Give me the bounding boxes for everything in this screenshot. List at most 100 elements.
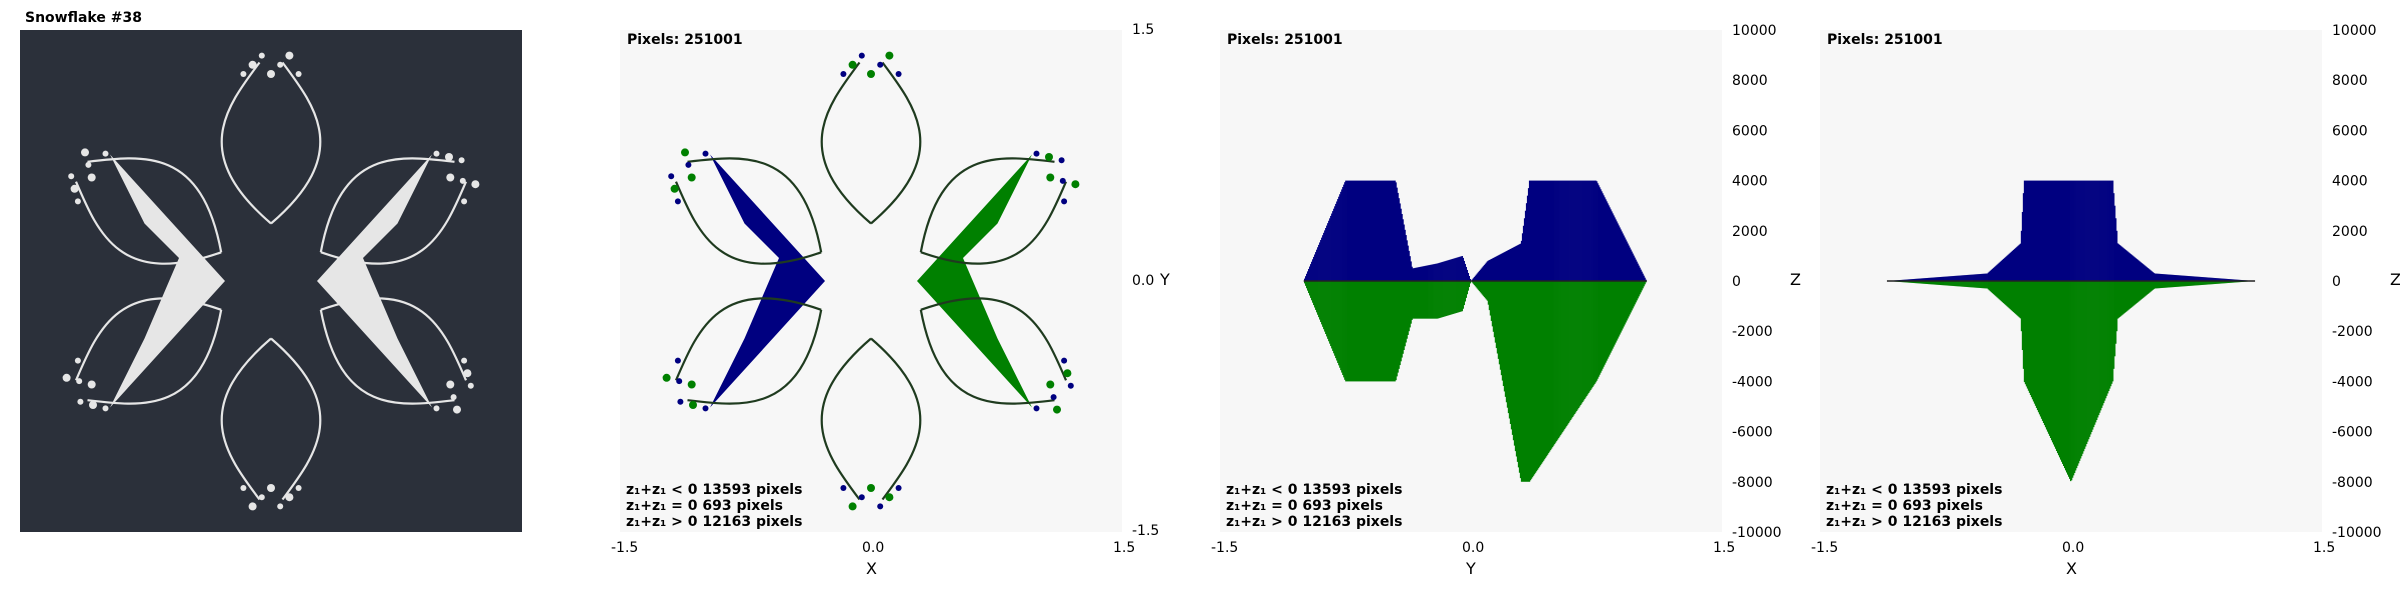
flake-tip-dot [277, 61, 284, 68]
flake-tip-dot [295, 71, 302, 77]
flake-tip-dot [668, 173, 675, 180]
ytick-label: -10000 [1732, 525, 1782, 541]
yz-xlabel: Y [1465, 559, 1476, 578]
flake-tip-dot [77, 398, 84, 405]
flake-tip-dot [1067, 382, 1074, 389]
flake-arm-3 [674, 157, 823, 265]
flake-tip-dot [1033, 150, 1040, 157]
ytick-label: 8000 [2332, 73, 2368, 89]
flake-tip-dot [702, 405, 709, 412]
flake-tip-dot [867, 484, 875, 492]
flake-arm-5 [319, 157, 468, 265]
flake-tip-dot [1063, 369, 1072, 378]
ytick-label: -6000 [2332, 425, 2373, 441]
ytick-label: 4000 [1732, 174, 1768, 190]
flake-tip-dot [76, 378, 83, 385]
xy-legend-zero: z₁+z₁ = 0 693 pixels [626, 498, 783, 514]
xz-xtick-left: -1.5 [1811, 540, 1838, 556]
flake-tip-dot [463, 369, 472, 378]
yz-pixels-label: Pixels: 251001 [1227, 32, 1343, 48]
ytick-label: -4000 [2332, 374, 2373, 390]
flake-tip-dot [453, 405, 461, 414]
flake-tip-dot [689, 401, 697, 409]
flake-tip-dot [258, 52, 265, 59]
flake-tip-dot [840, 485, 847, 491]
flake-tip-dot [467, 382, 474, 389]
flake-tip-dot [248, 60, 257, 69]
flake-arm-1 [820, 337, 922, 501]
xz-legend-neg: z₁+z₁ < 0 13593 pixels [1826, 482, 2002, 498]
flake-tip-dot [1046, 173, 1055, 182]
flake-tip-dot [85, 161, 92, 168]
xz-yticks: 10000 8000 6000 4000 2000 0 -2000 -4000 -6000 -80… [2332, 23, 2382, 541]
yz-legend-zero: z₁+z₁ = 0 693 pixels [1226, 498, 1383, 514]
xy-ytick-bottom: -1.5 [1132, 523, 1159, 539]
yz-ylabel: Z [1790, 270, 1801, 289]
flake-arm-2 [674, 297, 823, 405]
xy-legend-pos: z₁+z₁ > 0 12163 pixels [626, 514, 802, 530]
ytick-label: 0 [1732, 274, 1741, 290]
flake-tip-dot [445, 153, 453, 161]
flake-tip-dot [858, 52, 865, 59]
flake-tip-dot [885, 493, 894, 502]
xy-ytick-top: 1.5 [1132, 22, 1154, 38]
flake-tip-dot [285, 51, 294, 60]
flake-tip-dot [848, 502, 857, 511]
flake-tip-dot [662, 373, 671, 382]
flake-tip-dot [285, 493, 294, 502]
yz-xtick-right: 1.5 [1713, 540, 1735, 556]
flake-tip-dot [1061, 198, 1068, 205]
flake-tip-dot [87, 380, 96, 389]
ytick-label: -10000 [2332, 525, 2382, 541]
ytick-label: -6000 [1732, 425, 1773, 441]
yz-bars [1303, 180, 1647, 482]
flake-tip-dot [74, 357, 81, 364]
ytick-label: 10000 [1732, 23, 1777, 39]
flake-tip-dot [446, 173, 455, 182]
yz-legend-neg: z₁+z₁ < 0 13593 pixels [1226, 482, 1402, 498]
ytick-label: 10000 [2332, 23, 2377, 39]
flake-tip-dot [240, 71, 247, 77]
flake-tip-dot [858, 494, 865, 501]
flake-tip-dot [277, 503, 284, 510]
flake-tip-dot [877, 503, 884, 510]
flake-tip-dot [81, 148, 89, 157]
flake-tip-dot [471, 180, 480, 189]
xz-xtick-right: 1.5 [2313, 540, 2335, 556]
flake-tip-dot [62, 373, 71, 382]
ytick-label: 0 [2332, 274, 2341, 290]
flake-tip-dot [446, 380, 455, 389]
flake-arm-2 [74, 297, 223, 405]
ytick-label: -8000 [1732, 475, 1773, 491]
xy-xtick-left: -1.5 [611, 540, 638, 556]
ytick-label: 2000 [1732, 224, 1768, 240]
flake-fan-0 [710, 154, 825, 408]
flake-tip-dot [89, 401, 97, 409]
ytick-label: -8000 [2332, 475, 2373, 491]
flake-tip-dot [433, 150, 440, 157]
flake-tip-dot [461, 198, 468, 205]
flake-arm-1 [220, 337, 322, 501]
flake-fan-0 [110, 154, 225, 408]
xy-legend-neg: z₁+z₁ < 0 13593 pixels [626, 482, 802, 498]
snowflake-image [62, 51, 480, 511]
snowflake-background [20, 30, 522, 532]
flake-tip-dot [867, 70, 875, 78]
flake-tip-dot [68, 173, 75, 180]
flake-tip-dot [70, 184, 79, 193]
flake-tip-dot [895, 71, 902, 77]
flake-tip-dot [1053, 405, 1061, 414]
xy-ylabel: Y [1159, 270, 1170, 289]
flake-tip-dot [240, 485, 247, 491]
xz-ylabel: Z [2390, 270, 2400, 289]
yz-xtick-mid: 0.0 [1462, 540, 1484, 556]
xy-pixels-label: Pixels: 251001 [627, 32, 743, 48]
flake-tip-dot [459, 177, 466, 184]
flake-tip-dot [1058, 157, 1065, 164]
ytick-label: 6000 [2332, 123, 2368, 139]
flake-tip-dot [1046, 380, 1055, 389]
flake-tip-dot [1033, 405, 1040, 412]
flake-tip-dot [102, 405, 109, 412]
xy-scatter-points [662, 51, 1080, 511]
